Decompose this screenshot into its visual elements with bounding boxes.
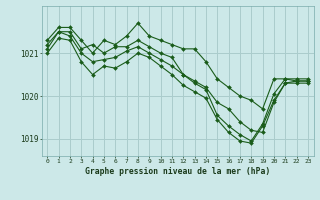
X-axis label: Graphe pression niveau de la mer (hPa): Graphe pression niveau de la mer (hPa) (85, 167, 270, 176)
